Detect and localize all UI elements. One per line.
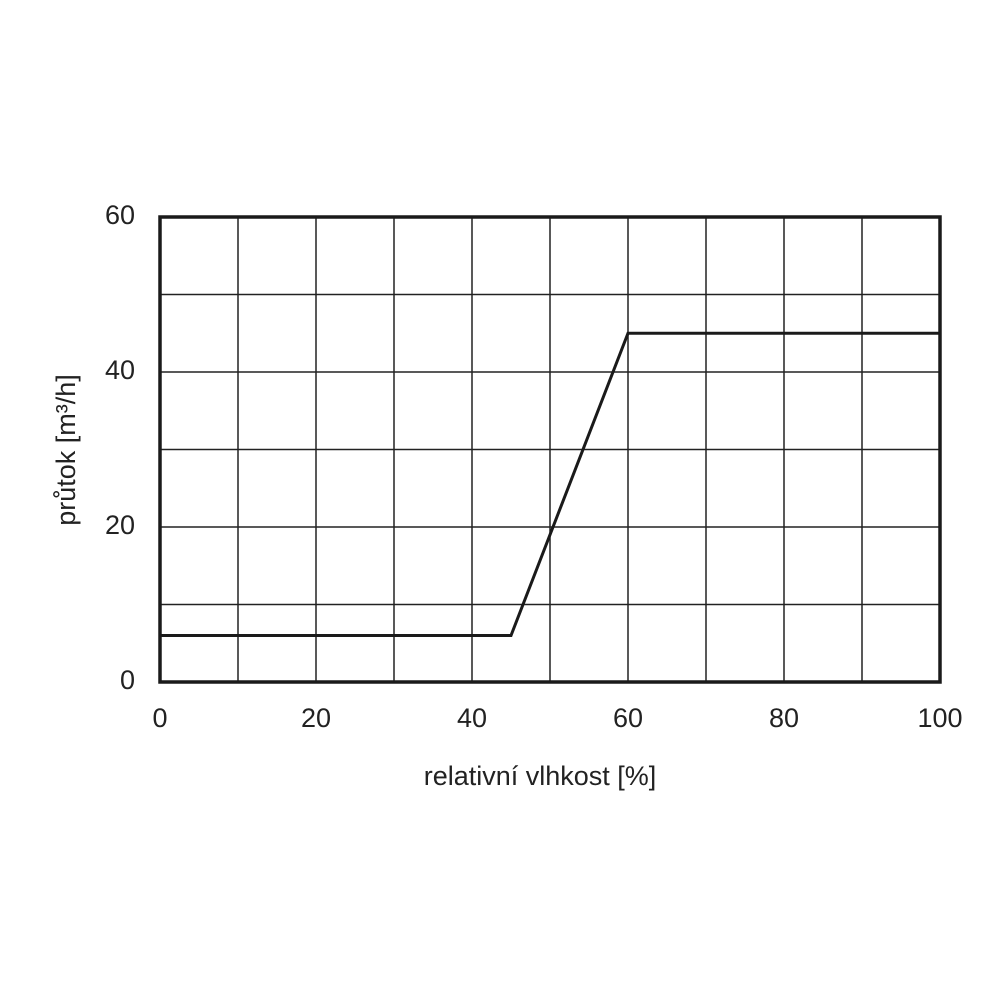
x-axis-title: relativní vlhkost [%] [424, 761, 657, 791]
x-tick-label: 100 [917, 703, 962, 733]
x-tick-label: 40 [457, 703, 487, 733]
data-line [160, 331, 940, 637]
y-tick-label: 60 [105, 200, 135, 230]
y-tick-label: 0 [120, 665, 135, 695]
y-tick-label: 40 [105, 355, 135, 385]
x-tick-label: 80 [769, 703, 799, 733]
plot-frame [158, 215, 942, 684]
y-tick-label: 20 [105, 510, 135, 540]
x-tick-label: 60 [613, 703, 643, 733]
y-axis-title: průtok [m³/h] [51, 374, 81, 526]
x-tick-label: 0 [152, 703, 167, 733]
x-tick-label: 20 [301, 703, 331, 733]
